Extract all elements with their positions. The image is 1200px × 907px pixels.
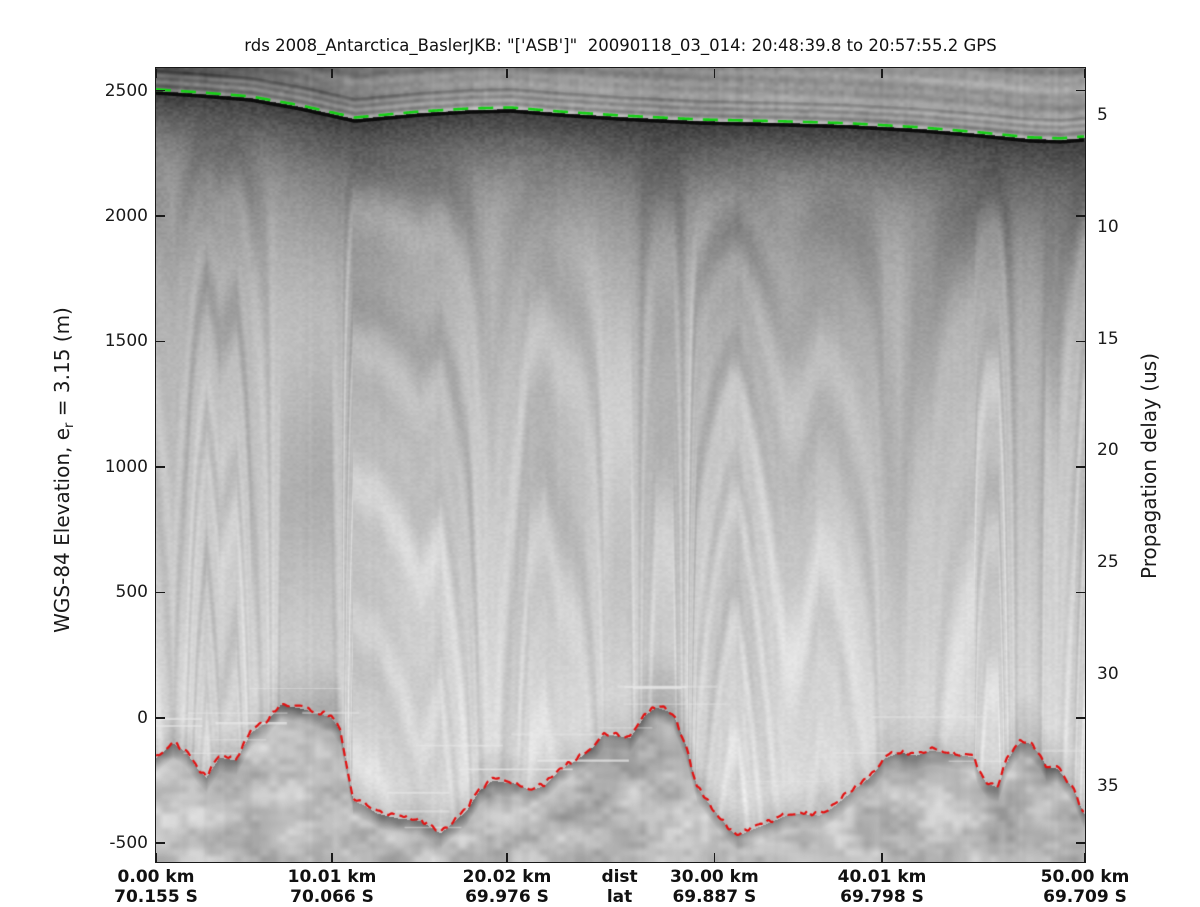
- figure-title: rds 2008_Antarctica_BaslerJKB: "['ASB']"…: [244, 36, 997, 55]
- y-tick-label-elevation: -500: [109, 833, 148, 854]
- x-tick-label-distance: 20.02 km: [462, 867, 552, 887]
- x-tick-label-latitude: 70.155 S: [114, 887, 198, 907]
- y-axis-label-right-text: Propagation delay (us): [1137, 352, 1161, 580]
- y-tick-label-elevation: 1000: [104, 456, 148, 477]
- x-tick-label-latitude: 70.066 S: [290, 887, 374, 907]
- x-tick-label-latitude: 69.798 S: [840, 887, 924, 907]
- y-tick-label-delay: 20: [1097, 440, 1119, 461]
- x-tick-label-latitude: 69.976 S: [465, 887, 549, 907]
- y-tick-label-elevation: 2000: [104, 206, 148, 226]
- y-tick-label-delay: 30: [1097, 664, 1119, 685]
- y-tick-label-delay: 35: [1097, 775, 1119, 796]
- y-axis-label-left: WGS-84 Elevation, er = 3.15 (m): [50, 307, 77, 633]
- radargram-image: [156, 68, 1085, 862]
- x-tick-label-latitude: 69.709 S: [1043, 887, 1127, 907]
- x-tick-label-distance: 10.01 km: [287, 867, 377, 887]
- y-tick-label-delay: 5: [1097, 104, 1108, 125]
- x-tick-label-distance: 0.00 km: [117, 867, 195, 887]
- y-tick-label-elevation: 0: [137, 707, 148, 728]
- y-tick-label-elevation: 500: [115, 582, 148, 603]
- y-tick-label-elevation: 1500: [104, 331, 148, 352]
- x-tick-label-distance: 50.00 km: [1040, 867, 1130, 887]
- y-axis-label-left-subscript: r: [62, 422, 77, 428]
- y-axis-label-left-text: WGS-84 Elevation, e: [50, 427, 74, 633]
- x-tick-label-distance: 30.00 km: [669, 867, 759, 887]
- y-tick-label-delay: 25: [1097, 552, 1119, 573]
- y-tick-label-elevation: 2500: [104, 80, 148, 101]
- x-axis-name-dist: dist: [601, 867, 638, 887]
- x-tick-label-distance: 40.01 km: [837, 867, 927, 887]
- x-axis-name-lat: lat: [606, 887, 633, 907]
- y-axis-label-right: Propagation delay (us): [1137, 353, 1161, 579]
- y-tick-label-delay: 10: [1097, 216, 1119, 237]
- y-tick-label-delay: 15: [1097, 328, 1119, 349]
- x-tick-label-latitude: 69.887 S: [672, 887, 757, 907]
- y-axis-label-left-suffix: = 3.15 (m): [50, 307, 74, 423]
